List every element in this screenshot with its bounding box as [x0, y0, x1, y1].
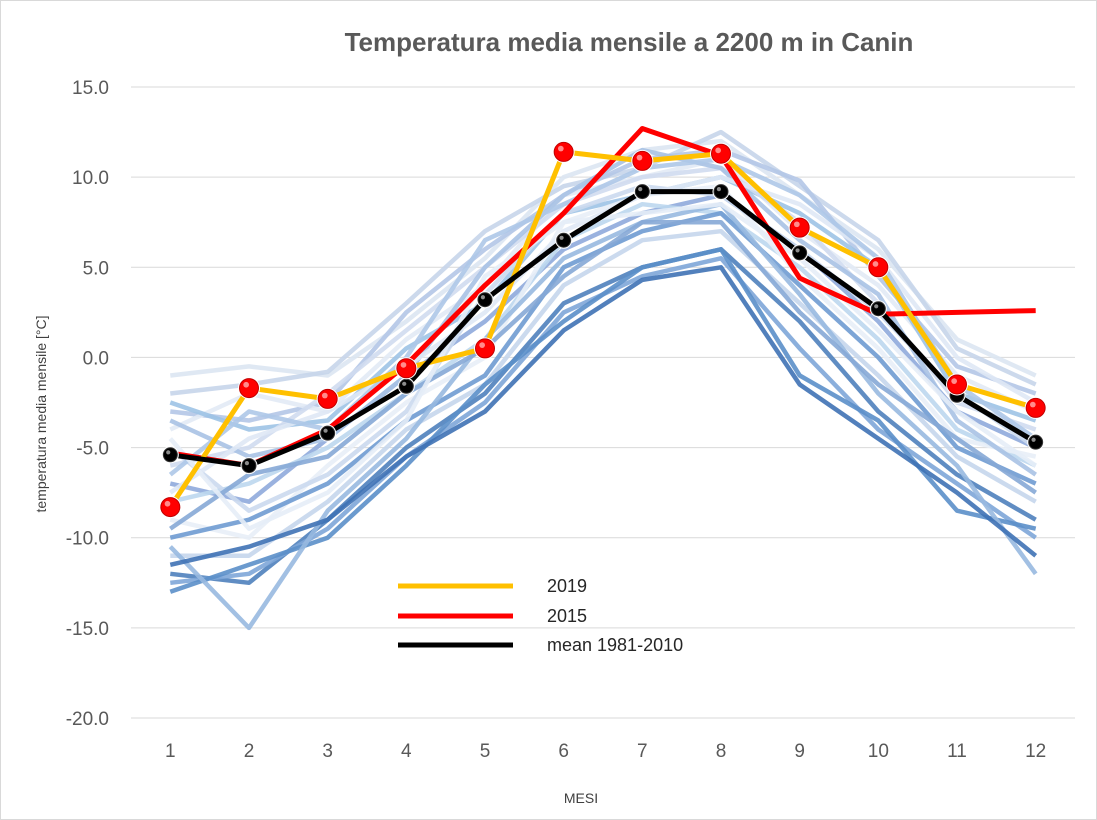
x-tick-label: 5: [480, 741, 491, 762]
x-tick-label: 1: [165, 741, 176, 762]
data-point-marker: [396, 358, 417, 379]
marker-highlight: [559, 235, 564, 240]
data-point-marker: [241, 458, 257, 474]
marker-highlight: [716, 187, 722, 192]
y-axis-label: temperatura media mensile [°C]: [33, 315, 49, 512]
x-axis-label: MESI: [564, 790, 598, 806]
marker-highlight: [793, 221, 800, 228]
data-point-marker: [239, 378, 259, 399]
series-line: [169, 189, 1037, 469]
y-tick-label: -20.0: [66, 709, 109, 730]
marker-highlight: [1029, 401, 1036, 408]
marker-highlight: [400, 362, 407, 368]
background-series-line: [169, 201, 1037, 504]
background-series: [168, 129, 1038, 631]
x-tick-label: 2: [244, 741, 255, 762]
marker-highlight: [872, 261, 879, 267]
background-series-line: [169, 183, 1037, 540]
data-point-marker: [398, 378, 414, 394]
marker-highlight: [166, 450, 171, 455]
data-point-marker: [553, 141, 574, 162]
data-point-marker: [870, 301, 886, 317]
series-line: [168, 149, 1037, 509]
x-tick-label: 10: [868, 741, 889, 762]
legend-label: 2015: [547, 606, 587, 626]
data-point-marker: [320, 425, 336, 441]
x-tick-label: 9: [794, 741, 805, 762]
marker-highlight: [557, 145, 564, 152]
data-point-marker: [713, 184, 729, 200]
chart-title: Temperatura media mensile a 2200 m in Ca…: [345, 27, 914, 57]
y-tick-label: -5.0: [76, 439, 109, 460]
x-tick-label: 11: [947, 741, 967, 762]
marker-highlight: [402, 381, 407, 386]
background-series-line: [168, 201, 1038, 631]
y-tick-label: 0.0: [83, 348, 109, 369]
data-point-marker: [162, 447, 178, 463]
marker-highlight: [636, 154, 643, 161]
data-point-marker: [1028, 434, 1044, 450]
background-series-line: [170, 228, 1037, 558]
highlight-series: [168, 126, 1037, 509]
data-point-marker: [477, 292, 493, 308]
x-tick-label: 7: [637, 741, 648, 762]
marker-highlight: [321, 392, 328, 399]
data-point-marker: [1025, 397, 1046, 418]
x-tick-label: 8: [716, 741, 727, 762]
x-axis-ticks: 1 2 3 4 5 6 7 8 9 10 11 12: [165, 741, 1046, 762]
data-point-marker: [632, 150, 653, 171]
series-line: [169, 126, 1036, 469]
background-series-line: [168, 201, 1037, 531]
data-point-marker: [475, 338, 495, 359]
marker-highlight: [480, 295, 485, 300]
y-tick-label: 10.0: [72, 168, 109, 189]
background-series-line: [169, 247, 1037, 594]
legend-label: 2019: [547, 576, 587, 596]
marker-highlight: [323, 428, 328, 433]
x-tick-label: 12: [1025, 741, 1046, 762]
y-tick-label: -10.0: [66, 529, 109, 550]
data-point-marker: [789, 217, 810, 238]
data-point-marker: [556, 232, 572, 248]
data-point-marker: [711, 143, 731, 164]
background-series-line: [169, 219, 1037, 531]
data-point-marker: [317, 388, 338, 409]
data-point-marker: [160, 497, 181, 518]
marker-highlight: [243, 381, 249, 388]
marker-highlight: [951, 378, 958, 384]
x-tick-label: 4: [401, 741, 412, 762]
marker-highlight: [795, 248, 800, 253]
data-point-marker: [947, 374, 967, 395]
marker-highlight: [479, 342, 485, 348]
data-point-marker: [868, 257, 889, 278]
series-markers: [159, 140, 1047, 519]
marker-highlight: [715, 147, 722, 154]
legend-label: mean 1981-2010: [547, 635, 683, 655]
data-point-marker: [792, 245, 808, 261]
marker-highlight: [1031, 437, 1036, 442]
background-series-line: [169, 265, 1038, 567]
y-tick-label: 5.0: [83, 258, 109, 279]
legend: 2019 2015 mean 1981-2010: [398, 576, 683, 655]
marker-highlight: [244, 461, 249, 466]
background-series-line: [169, 192, 1037, 504]
x-tick-label: 3: [322, 741, 333, 762]
data-point-marker: [634, 184, 650, 200]
y-tick-label: -15.0: [66, 619, 109, 640]
y-tick-label: 15.0: [72, 78, 109, 99]
background-series-line: [168, 156, 1037, 477]
marker-highlight: [638, 187, 643, 192]
y-axis-ticks: 15.0 10.0 5.0 0.0 -5.0 -10.0 -15.0 -20.0: [66, 78, 109, 730]
marker-highlight: [874, 304, 879, 309]
marker-highlight: [164, 500, 171, 507]
x-tick-label: 6: [558, 741, 569, 762]
